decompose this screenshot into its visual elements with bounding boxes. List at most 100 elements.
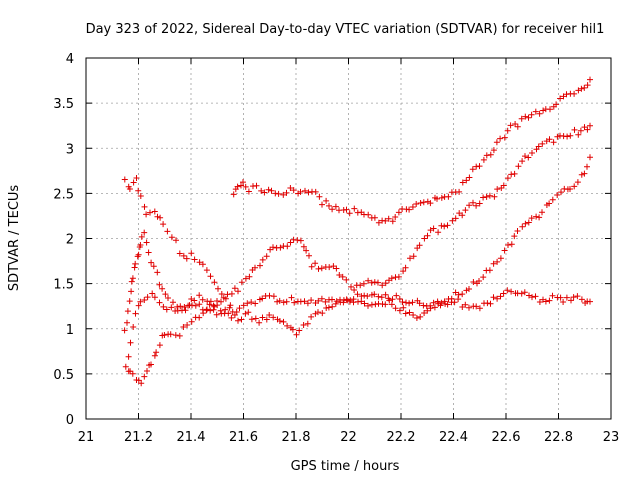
data-point-marker: [529, 150, 535, 156]
data-point-marker: [127, 368, 134, 375]
data-point-marker: [235, 288, 241, 295]
grid-lines: [86, 58, 611, 419]
data-point-marker: [385, 295, 392, 302]
data-point-marker: [329, 303, 336, 310]
data-point-marker: [230, 191, 237, 198]
x-axis-label: GPS time / hours: [291, 459, 400, 474]
data-point-marker: [277, 244, 284, 251]
data-point-marker: [297, 237, 304, 244]
data-point-marker: [480, 194, 487, 201]
data-point-marker: [581, 84, 588, 91]
data-point-marker: [148, 361, 154, 368]
data-point-marker: [130, 179, 137, 186]
data-point-marker: [584, 82, 591, 89]
data-point-marker: [507, 122, 514, 129]
data-point-marker: [218, 291, 225, 297]
data-point-marker: [129, 275, 136, 282]
data-point-marker: [575, 131, 582, 138]
data-point-marker: [196, 314, 203, 321]
data-point-marker: [497, 293, 504, 300]
data-point-marker: [448, 295, 455, 302]
data-point-marker: [336, 272, 343, 278]
data-point-marker: [431, 304, 438, 311]
data-point-marker: [393, 292, 400, 299]
series-track-e: [125, 154, 593, 360]
data-point-marker: [291, 299, 298, 306]
data-point-marker: [143, 211, 150, 218]
data-point-marker: [360, 280, 367, 287]
data-point-marker: [536, 299, 543, 305]
data-point-marker: [184, 322, 191, 328]
y-tick-label: 3.5: [53, 97, 74, 112]
data-point-marker: [424, 232, 431, 239]
data-point-marker: [259, 295, 266, 302]
data-point-marker: [441, 223, 448, 230]
data-point-marker: [490, 294, 497, 301]
data-point-marker: [459, 179, 466, 186]
data-point-marker: [308, 297, 315, 304]
data-point-marker: [284, 322, 291, 329]
data-point-marker: [508, 288, 515, 295]
data-point-marker: [214, 298, 220, 304]
data-point-marker: [525, 219, 532, 226]
data-point-marker: [326, 202, 332, 209]
data-point-marker: [188, 318, 195, 325]
data-point-marker: [463, 177, 470, 184]
data-point-marker: [570, 294, 577, 301]
data-point-marker: [449, 217, 456, 224]
data-point-marker: [455, 291, 462, 298]
data-point-marker: [284, 243, 291, 250]
data-point-marker: [532, 108, 539, 115]
data-point-marker: [504, 127, 511, 134]
data-point-marker: [157, 214, 164, 221]
data-point-marker: [161, 332, 168, 338]
data-point-marker: [354, 291, 361, 298]
data-point-marker: [484, 300, 491, 307]
data-point-marker: [168, 304, 175, 311]
data-point-marker: [144, 368, 150, 374]
data-point-marker: [456, 188, 463, 195]
chart-title: Day 323 of 2022, Sidereal Day-to-day VTE…: [86, 22, 605, 37]
data-point-marker: [207, 298, 214, 305]
data-point-marker: [571, 90, 578, 97]
data-point-marker: [315, 265, 322, 272]
data-point-marker: [504, 175, 511, 182]
x-tick-label: 22.4: [439, 430, 468, 445]
data-point-marker: [196, 259, 203, 266]
data-point-marker: [371, 214, 378, 221]
data-point-marker: [403, 299, 409, 306]
data-point-marker: [385, 215, 392, 222]
data-point-marker: [319, 201, 325, 208]
data-point-marker: [222, 306, 229, 313]
data-point-marker: [521, 289, 528, 296]
data-point-marker: [149, 290, 156, 297]
data-point-marker: [207, 273, 214, 280]
data-point-marker: [476, 278, 482, 284]
data-point-marker: [188, 296, 195, 302]
data-point-marker: [258, 187, 265, 194]
data-point-marker: [203, 267, 210, 274]
data-point-marker: [514, 123, 521, 130]
data-point-marker: [382, 291, 389, 298]
data-point-marker: [361, 300, 368, 307]
data-point-marker: [348, 283, 354, 290]
data-point-marker: [434, 195, 440, 202]
data-point-marker: [137, 298, 144, 305]
data-point-marker: [462, 207, 469, 214]
data-point-marker: [257, 262, 263, 269]
data-point-marker: [435, 229, 442, 236]
data-point-marker: [156, 281, 163, 288]
data-point-marker: [462, 301, 469, 308]
data-point-marker: [487, 151, 494, 158]
y-tick-label: 1: [66, 323, 74, 338]
y-tick-label: 0: [66, 413, 74, 428]
data-point-marker: [252, 315, 259, 322]
data-point-marker: [550, 139, 557, 146]
data-point-marker: [430, 299, 437, 306]
data-point-marker: [156, 299, 163, 306]
data-point-marker: [533, 213, 540, 220]
data-point-marker: [469, 166, 476, 173]
data-point-marker: [263, 253, 270, 260]
data-point-marker: [124, 319, 130, 326]
data-point-marker: [539, 140, 546, 147]
